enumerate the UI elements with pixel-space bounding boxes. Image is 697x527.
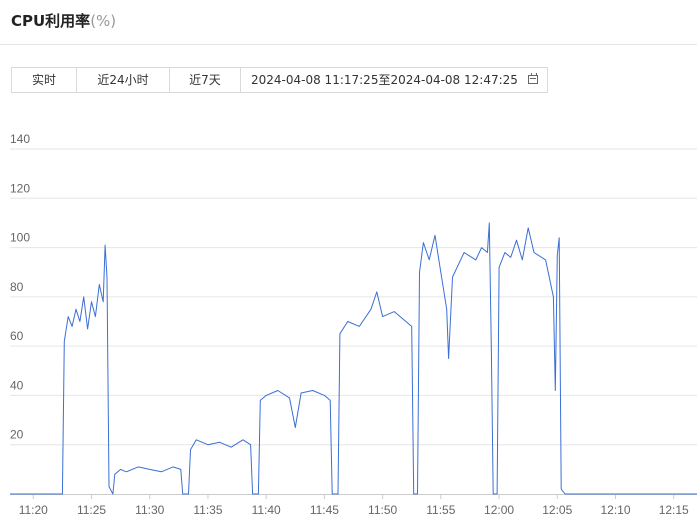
- y-axis-ticks: 20 40 60 80 100 120 140: [10, 132, 30, 442]
- last-24h-button[interactable]: 近24小时: [77, 68, 170, 92]
- series-line-0: [10, 222, 697, 495]
- time-range-toolbar: 实时 近24小时 近7天 2024-04-08 11:17:25至2024-04…: [11, 67, 548, 93]
- chart-title: CPU利用率(%): [11, 10, 116, 31]
- x-tick-label: 11:30: [135, 503, 164, 517]
- x-tick-label: 12:15: [659, 503, 689, 517]
- x-tick-label: 11:25: [77, 503, 106, 517]
- y-tick-label: 100: [10, 231, 30, 245]
- x-axis-ticks: 11:20 11:25 11:30 11:35 11:40 11:45 11:50 11:55…: [19, 494, 689, 517]
- y-tick-label: 140: [10, 132, 30, 146]
- x-tick-label: 11:40: [252, 503, 281, 517]
- x-tick-label: 11:50: [368, 503, 397, 517]
- x-tick-label: 12:05: [542, 503, 572, 517]
- x-tick-label: 12:10: [600, 503, 630, 517]
- chart-title-text: CPU利用率: [11, 12, 91, 30]
- x-tick-label: 12:00: [484, 503, 514, 517]
- x-tick-label: 11:55: [426, 503, 455, 517]
- realtime-button[interactable]: 实时: [12, 68, 77, 92]
- y-tick-label: 20: [10, 428, 24, 442]
- chart-grid: [10, 148, 697, 495]
- x-tick-label: 11:20: [19, 503, 48, 517]
- y-tick-label: 80: [10, 280, 24, 294]
- y-tick-label: 120: [10, 181, 30, 195]
- date-range-text: 2024-04-08 11:17:25至2024-04-08 12:47:25: [251, 73, 518, 87]
- chart-title-unit: (%): [90, 12, 117, 30]
- y-tick-label: 40: [10, 378, 24, 392]
- chart-series: [10, 222, 697, 495]
- x-tick-label: 11:45: [310, 503, 339, 517]
- header-divider: [0, 44, 697, 45]
- y-tick-label: 60: [10, 329, 24, 343]
- calendar-icon[interactable]: [528, 73, 538, 84]
- date-range-picker[interactable]: 2024-04-08 11:17:25至2024-04-08 12:47:25: [241, 68, 547, 92]
- last-7d-button[interactable]: 近7天: [170, 68, 241, 92]
- x-tick-label: 11:35: [193, 503, 222, 517]
